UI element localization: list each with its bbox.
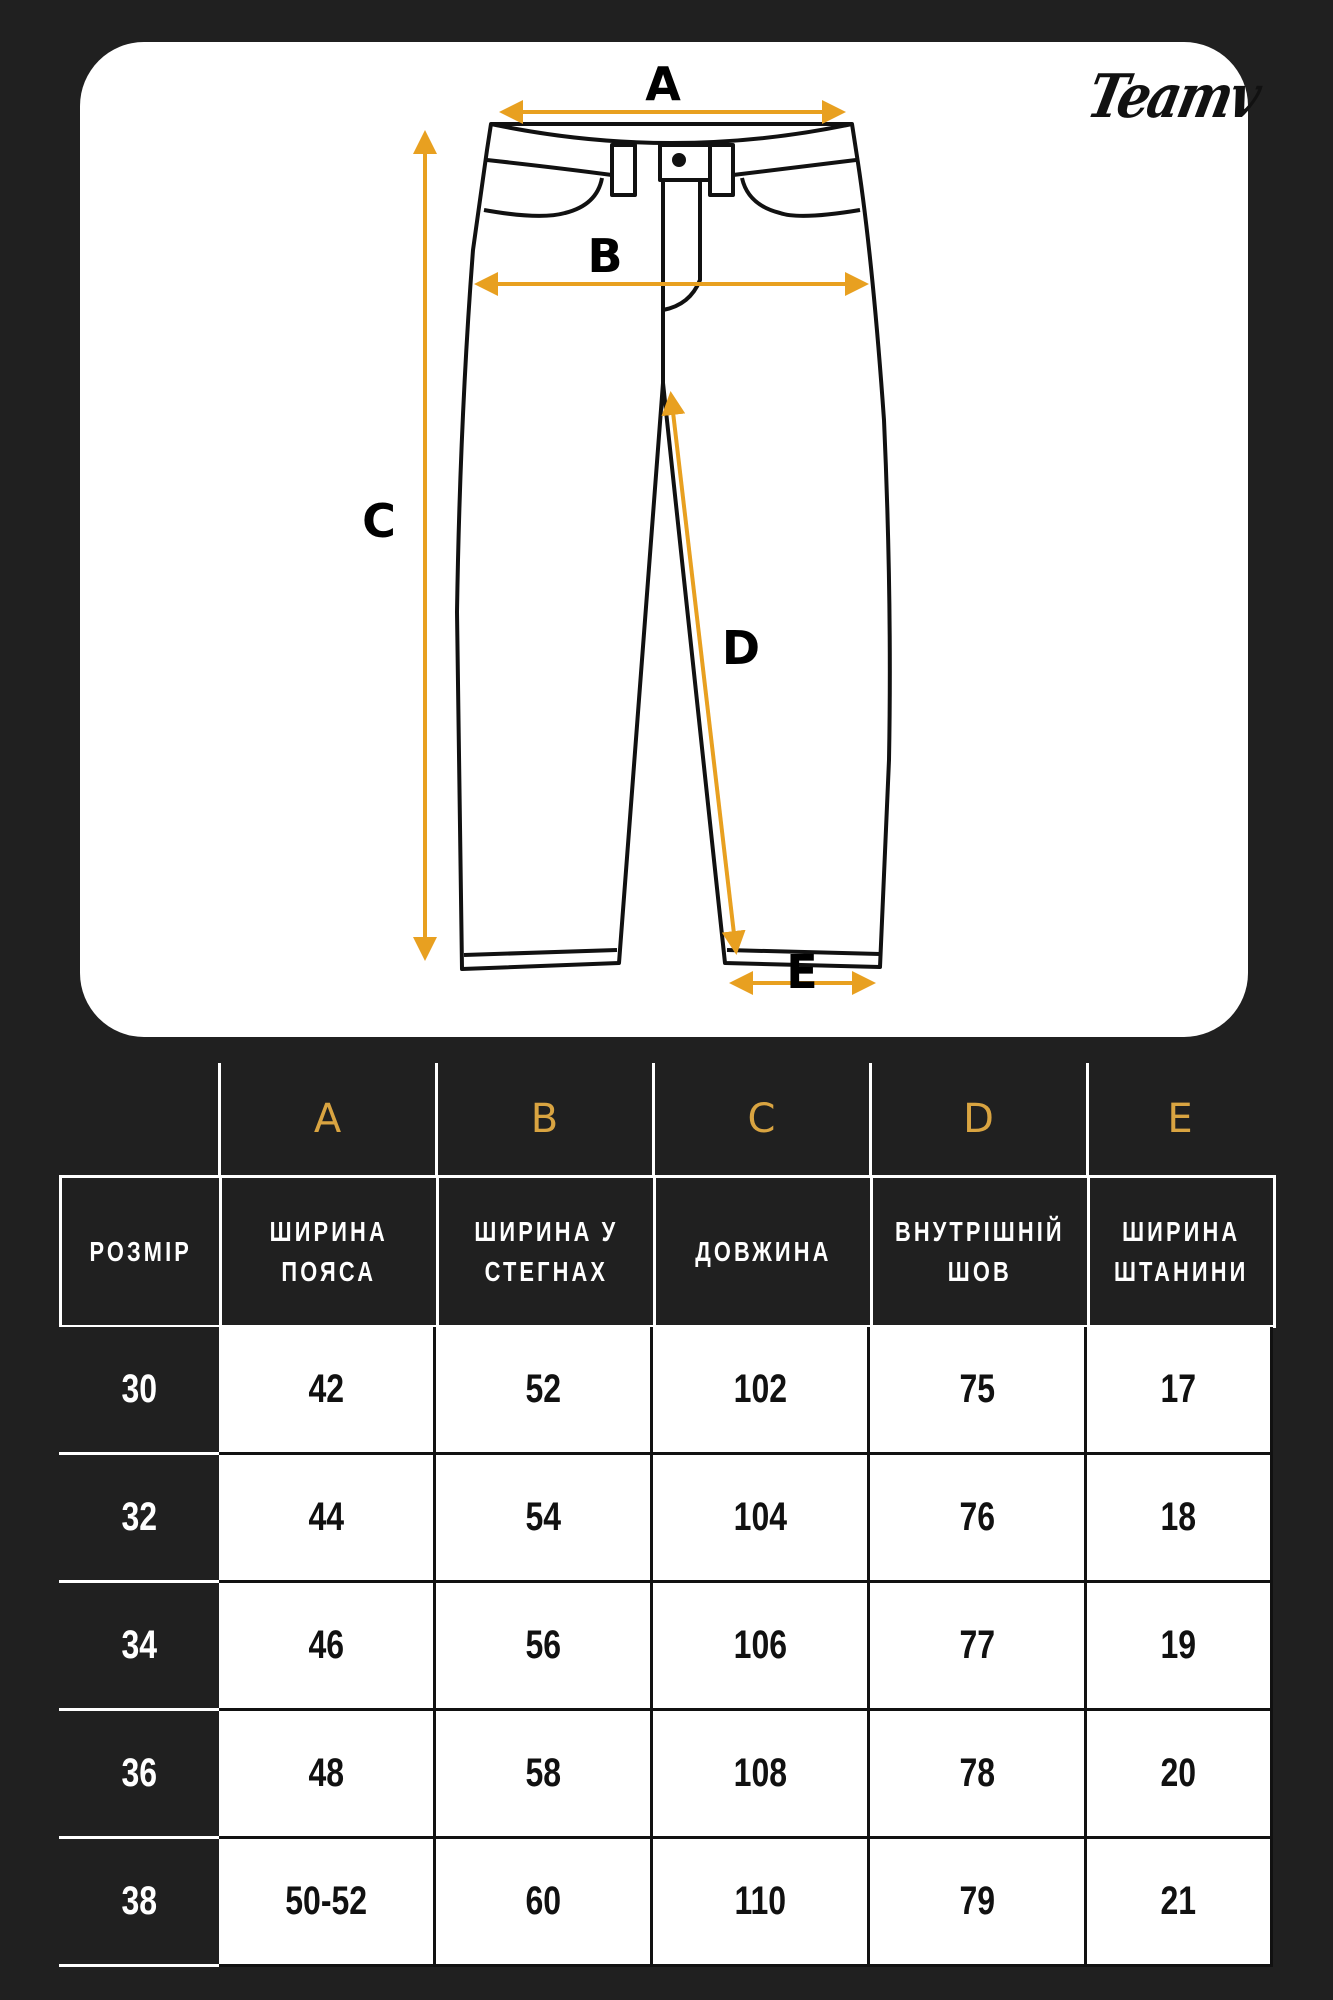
value-cell-text: 54	[525, 1495, 561, 1539]
size-cell-text: 36	[121, 1751, 157, 1795]
label-e: E	[786, 945, 817, 999]
label-c: C	[362, 494, 396, 548]
label-a: A	[645, 57, 681, 111]
value-cell-text: 75	[959, 1367, 995, 1411]
column-header-text: ШИРИНА ПОЯСА	[269, 1215, 389, 1287]
pants-outline	[455, 122, 892, 971]
value-cell: 50-52	[219, 1839, 436, 1967]
value-cell: 18	[1087, 1455, 1273, 1583]
column-divider	[435, 1063, 438, 1175]
arrow-d	[661, 391, 746, 955]
column-header-text: РОЗМІР	[89, 1235, 192, 1267]
value-cell: 58	[436, 1711, 653, 1839]
column-divider	[1086, 1063, 1089, 1175]
value-cell-text: 76	[959, 1495, 995, 1539]
value-cell-text: 56	[525, 1623, 561, 1667]
size-cell: 34	[59, 1583, 219, 1711]
column-divider	[218, 1063, 221, 1175]
size-cell: 32	[59, 1455, 219, 1583]
value-cell: 76	[870, 1455, 1087, 1583]
value-cell: 20	[1087, 1711, 1273, 1839]
column-header-text: ДОВЖИНА	[694, 1235, 832, 1267]
value-cell-text: 78	[959, 1751, 995, 1795]
pants-diagram: A B C D E	[362, 57, 892, 999]
value-cell: 77	[870, 1583, 1087, 1711]
value-cell-text: 106	[733, 1623, 787, 1667]
size-cell-text: 30	[121, 1367, 157, 1411]
value-cell: 42	[219, 1327, 436, 1455]
size-cell: 36	[59, 1711, 219, 1839]
brand-logo: Teamv	[1081, 62, 1265, 132]
value-cell-text: 60	[525, 1879, 561, 1923]
value-cell: 75	[870, 1327, 1087, 1455]
size-cell-text: 38	[121, 1879, 157, 1923]
value-cell: 48	[219, 1711, 436, 1839]
value-cell-text: 18	[1160, 1495, 1197, 1539]
value-cell: 108	[653, 1711, 870, 1839]
size-cell-text: 34	[121, 1623, 157, 1667]
value-cell-text: 50-52	[285, 1879, 367, 1923]
value-cell-text: 104	[733, 1495, 787, 1539]
value-cell-text: 110	[734, 1879, 786, 1923]
size-cell: 38	[59, 1839, 219, 1967]
value-cell-text: 52	[525, 1367, 561, 1411]
value-cell-text: 46	[308, 1623, 344, 1667]
value-cell: 17	[1087, 1327, 1273, 1455]
value-cell: 104	[653, 1455, 870, 1583]
value-cell-text: 19	[1160, 1623, 1197, 1667]
value-cell: 102	[653, 1327, 870, 1455]
value-cell: 44	[219, 1455, 436, 1583]
measurement-arrows	[413, 100, 876, 995]
value-cell-text: 77	[959, 1623, 995, 1667]
column-header-text: ШИРИНА ШТАНИНИ	[1114, 1215, 1249, 1287]
column-divider	[869, 1063, 872, 1175]
column-letter: D	[963, 1096, 994, 1142]
column-letter: E	[1167, 1096, 1193, 1142]
value-cell-text: 42	[308, 1367, 344, 1411]
value-cell-text: 58	[525, 1751, 561, 1795]
size-cell-text: 32	[121, 1495, 157, 1539]
size-cell: 30	[59, 1327, 219, 1455]
value-cell: 78	[870, 1711, 1087, 1839]
value-cell: 19	[1087, 1583, 1273, 1711]
value-cell-text: 79	[959, 1879, 995, 1923]
value-cell: 54	[436, 1455, 653, 1583]
value-cell: 46	[219, 1583, 436, 1711]
column-letter: A	[313, 1096, 342, 1142]
value-cell: 56	[436, 1583, 653, 1711]
column-header: ВНУТРІШНІЙ ШОВ	[870, 1175, 1090, 1328]
column-header: ШИРИНА ШТАНИНИ	[1087, 1175, 1276, 1328]
value-cell: 52	[436, 1327, 653, 1455]
value-cell: 79	[870, 1839, 1087, 1967]
column-header: ДОВЖИНА	[653, 1175, 873, 1328]
column-letter: B	[530, 1096, 559, 1142]
column-header-text: ШИРИНА У СТЕГНАХ	[473, 1215, 619, 1287]
label-b: B	[587, 229, 622, 283]
value-cell-text: 21	[1160, 1879, 1197, 1923]
column-header-text: ВНУТРІШНІЙ ШОВ	[895, 1215, 1065, 1287]
value-cell: 21	[1087, 1839, 1273, 1967]
label-d: D	[722, 621, 760, 675]
value-cell-text: 102	[733, 1367, 787, 1411]
column-header: ШИРИНА У СТЕГНАХ	[436, 1175, 656, 1328]
value-cell-text: 44	[308, 1495, 344, 1539]
value-cell-text: 17	[1160, 1367, 1197, 1411]
value-cell-text: 48	[308, 1751, 344, 1795]
value-cell-text: 108	[733, 1751, 787, 1795]
value-cell: 106	[653, 1583, 870, 1711]
value-cell: 60	[436, 1839, 653, 1967]
value-cell: 110	[653, 1839, 870, 1967]
column-header: РОЗМІР	[59, 1175, 222, 1328]
value-cell-text: 20	[1160, 1751, 1197, 1795]
column-divider	[652, 1063, 655, 1175]
column-header: ШИРИНА ПОЯСА	[219, 1175, 439, 1328]
column-letter: C	[747, 1096, 776, 1142]
